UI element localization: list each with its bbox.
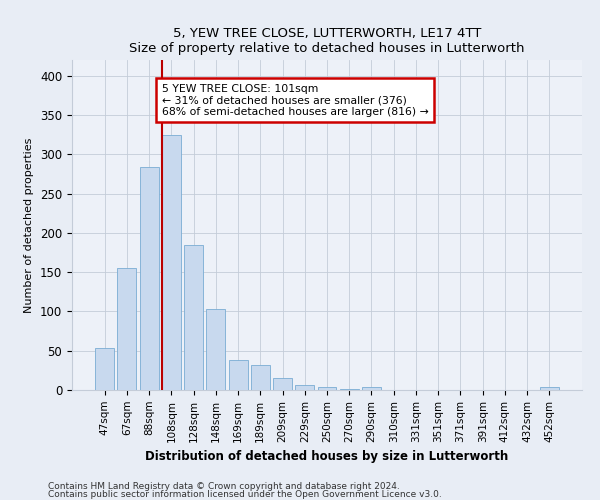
- Bar: [184, 244, 203, 390]
- Bar: [273, 378, 292, 390]
- Bar: [229, 360, 248, 390]
- Bar: [162, 134, 181, 390]
- X-axis label: Distribution of detached houses by size in Lutterworth: Distribution of detached houses by size …: [145, 450, 509, 463]
- Bar: [251, 365, 270, 390]
- Text: Contains public sector information licensed under the Open Government Licence v3: Contains public sector information licen…: [48, 490, 442, 499]
- Bar: [140, 167, 158, 390]
- Text: Contains HM Land Registry data © Crown copyright and database right 2024.: Contains HM Land Registry data © Crown c…: [48, 482, 400, 491]
- Bar: [95, 348, 114, 390]
- Bar: [540, 387, 559, 390]
- Bar: [295, 386, 314, 390]
- Text: 5 YEW TREE CLOSE: 101sqm
← 31% of detached houses are smaller (376)
68% of semi-: 5 YEW TREE CLOSE: 101sqm ← 31% of detach…: [162, 84, 428, 117]
- Bar: [206, 309, 225, 390]
- Title: 5, YEW TREE CLOSE, LUTTERWORTH, LE17 4TT
Size of property relative to detached h: 5, YEW TREE CLOSE, LUTTERWORTH, LE17 4TT…: [129, 26, 525, 54]
- Bar: [118, 268, 136, 390]
- Y-axis label: Number of detached properties: Number of detached properties: [25, 138, 34, 312]
- Bar: [362, 387, 381, 390]
- Bar: [340, 389, 359, 390]
- Bar: [317, 387, 337, 390]
